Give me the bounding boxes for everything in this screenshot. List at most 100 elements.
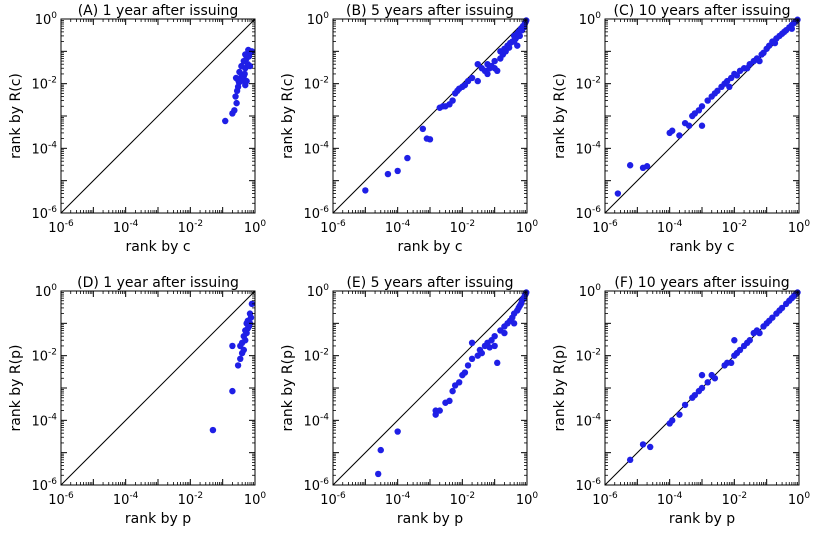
x-tick-label: 100	[788, 219, 811, 236]
data-point	[232, 74, 240, 82]
data-point	[681, 401, 689, 409]
data-point	[704, 97, 711, 104]
reference-line	[332, 290, 528, 486]
panel-title: (A) 1 year after issuing	[78, 3, 239, 19]
y-tick-label: 10-4	[31, 412, 57, 429]
x-tick-label: 10-2	[722, 219, 748, 236]
x-tick-label: 10-4	[657, 491, 683, 508]
data-point	[494, 359, 501, 367]
data-point	[676, 132, 683, 139]
panel-D: (D) 1 year after issuing 10-6 10-4 10-2 100 1…	[8, 275, 266, 527]
panel-title: (B) 5 years after issuing	[346, 3, 514, 19]
data-point	[222, 117, 229, 125]
y-tick-label: 10-6	[575, 205, 601, 222]
x-tick-label: 100	[516, 491, 539, 508]
x-axis-label: rank by p	[669, 511, 735, 527]
data-point	[769, 314, 776, 321]
y-tick-label: 10-4	[303, 412, 329, 429]
data-point	[731, 337, 738, 344]
y-tick-label: 10-4	[575, 140, 601, 157]
data-point	[394, 428, 401, 435]
data-point	[778, 304, 786, 312]
panel-title: (E) 5 years after issuing	[346, 275, 513, 291]
x-tick-label: 10-6	[48, 491, 74, 508]
y-axis-label: rank by R(c)	[552, 73, 568, 159]
data-point	[669, 417, 676, 424]
data-point	[698, 371, 706, 379]
data-point	[419, 125, 427, 133]
data-point	[756, 329, 763, 337]
data-point	[246, 310, 254, 317]
x-tick-label: 10-2	[178, 219, 204, 236]
data-point	[514, 42, 521, 49]
data-point	[484, 70, 491, 78]
data-point	[468, 74, 476, 82]
x-tick-label: 10-4	[113, 491, 139, 508]
y-tick-label: 10-2	[303, 348, 329, 365]
panel-E: (E) 5 years after issuing 10-6 10-4 10-2 100…	[280, 275, 538, 527]
data-point	[241, 70, 248, 78]
data-point	[384, 170, 392, 178]
y-tick-label: 10-6	[31, 477, 57, 494]
data-point	[726, 83, 733, 91]
y-tick-label: 100	[35, 283, 58, 300]
x-tick-label: 10-4	[113, 219, 139, 236]
data-point	[232, 93, 239, 100]
data-point	[243, 77, 250, 85]
data-point	[377, 446, 384, 454]
x-axis-label: rank by c	[125, 239, 190, 255]
x-axis-label: rank by c	[397, 239, 462, 255]
data-point	[248, 300, 256, 308]
data-point	[698, 384, 706, 392]
y-axis-label: rank by R(p)	[552, 345, 568, 432]
x-tick-label: 10-6	[320, 219, 346, 236]
data-point	[238, 62, 245, 70]
data-point	[704, 379, 711, 386]
data-point	[240, 346, 247, 354]
y-tick-label: 100	[307, 11, 330, 28]
data-point	[639, 441, 647, 448]
reference-line	[60, 290, 256, 486]
data-point	[698, 103, 706, 110]
panel-A: (A) 1 year after issuing 10-6 10-4 10-2 100 1…	[8, 3, 266, 255]
data-point	[736, 346, 744, 354]
panel-C: (C) 10 years after issuing 10-6 10-4 10-2 10…	[552, 3, 810, 255]
y-tick-label: 10-4	[575, 412, 601, 429]
data-point	[237, 355, 244, 362]
data-point	[362, 187, 369, 194]
data-point	[486, 344, 493, 351]
data-point	[404, 154, 411, 162]
data-point	[676, 411, 683, 418]
data-point	[491, 57, 498, 65]
data-point	[746, 337, 753, 344]
data-point	[229, 387, 236, 395]
y-tick-label: 10-6	[31, 205, 57, 222]
data-point	[468, 355, 476, 362]
data-point	[446, 397, 453, 405]
data-point	[516, 32, 524, 40]
y-axis-label: rank by R(c)	[280, 73, 296, 159]
x-tick-label: 10-2	[722, 491, 748, 508]
data-point	[464, 362, 472, 369]
data-point	[756, 57, 763, 65]
y-axis-label: rank by R(c)	[8, 73, 24, 159]
data-point	[449, 387, 456, 395]
x-tick-label: 10-6	[48, 219, 74, 236]
x-tick-label: 10-4	[385, 491, 411, 508]
y-axis-label: rank by R(p)	[8, 345, 24, 432]
data-point	[436, 407, 443, 414]
x-tick-label: 10-2	[178, 491, 204, 508]
x-axis-label: rank by p	[397, 511, 463, 527]
data-point	[246, 62, 254, 70]
y-tick-label: 10-2	[31, 76, 57, 93]
data-point	[456, 379, 463, 386]
data-point	[643, 163, 651, 170]
y-tick-label: 100	[307, 283, 330, 300]
y-tick-label: 10-2	[575, 76, 601, 93]
data-point	[233, 99, 240, 107]
x-tick-label: 100	[244, 491, 267, 508]
data-point	[236, 68, 243, 76]
x-tick-label: 100	[516, 219, 539, 236]
y-tick-label: 10-2	[31, 348, 57, 365]
